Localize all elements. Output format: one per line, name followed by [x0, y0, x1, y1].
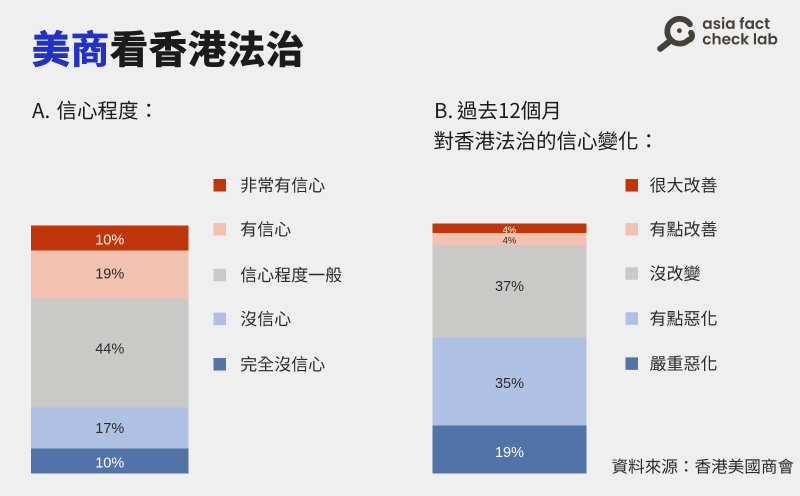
svg-text:4%: 4% — [503, 225, 517, 236]
svg-text:44%: 44% — [95, 342, 124, 358]
svg-text:4%: 4% — [503, 235, 517, 246]
svg-text:37%: 37% — [495, 279, 524, 295]
svg-text:35%: 35% — [495, 376, 524, 392]
svg-text:19%: 19% — [95, 267, 124, 283]
svg-text:10%: 10% — [95, 233, 124, 249]
svg-text:10%: 10% — [95, 456, 124, 472]
svg-text:19%: 19% — [495, 445, 524, 461]
svg-text:17%: 17% — [95, 421, 124, 437]
